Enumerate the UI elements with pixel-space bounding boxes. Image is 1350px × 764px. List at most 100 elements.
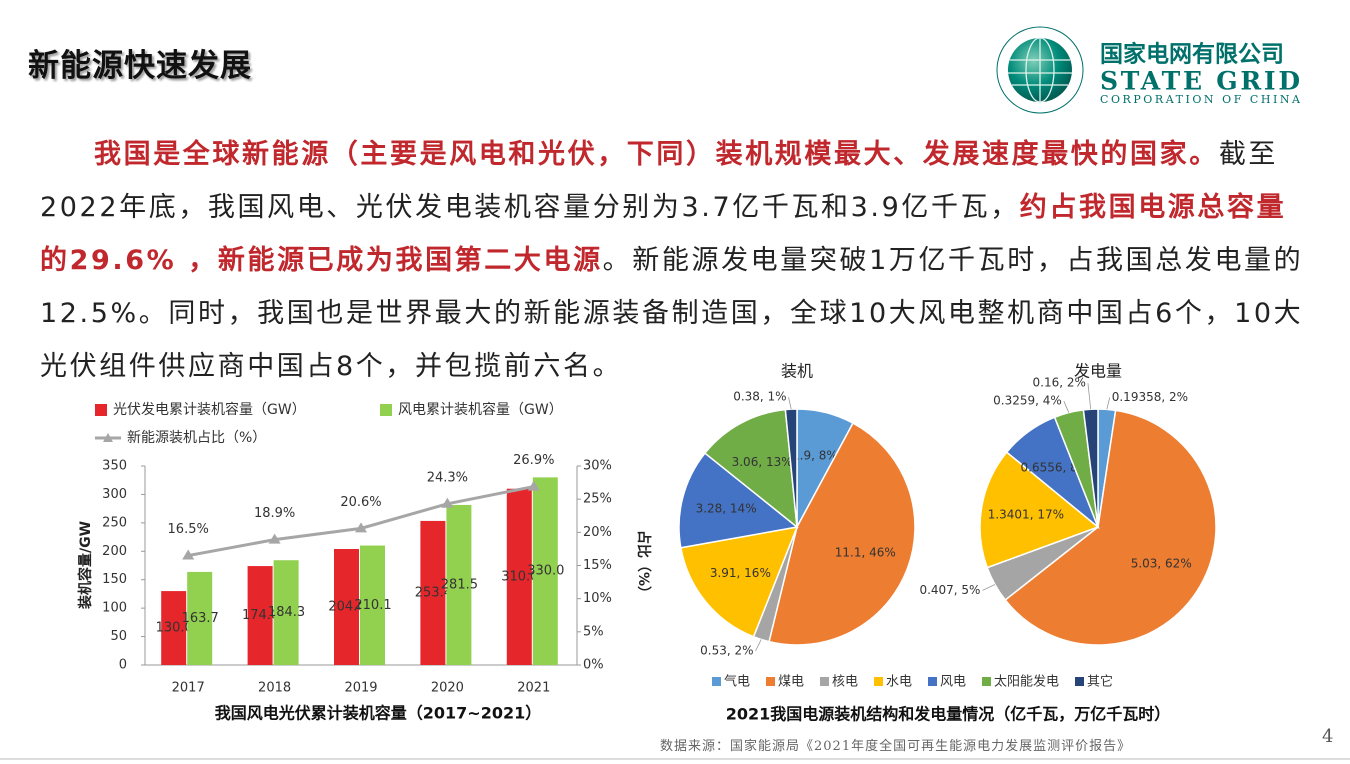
legend-swatch: [874, 677, 883, 686]
data-label: 3.91, 16%: [710, 566, 771, 580]
bar: [446, 504, 472, 665]
data-label: 11.1, 46%: [835, 546, 896, 560]
y2-tick-label: 30%: [583, 459, 612, 474]
leader-line: [1087, 383, 1092, 410]
chart-title: 2021我国电源装机结构和发电量情况（亿千瓦，万亿千瓦时）: [726, 705, 1171, 724]
legend-label: 核电: [832, 675, 858, 690]
legend-swatch: [95, 404, 107, 416]
y2-tick-label: 5%: [583, 624, 604, 639]
leader-line: [1063, 400, 1070, 413]
y-tick-label: 300: [102, 487, 127, 502]
data-label: 281.5: [441, 577, 478, 592]
legend-label: 风电累计装机容量（GW）: [398, 401, 563, 418]
legend-label: 煤电: [778, 675, 804, 690]
page-number: 4: [1322, 726, 1334, 747]
legend-swatch: [380, 404, 392, 416]
legend-swatch: [103, 433, 113, 442]
data-label: 16.5%: [168, 522, 209, 537]
data-label: 330.0: [527, 564, 564, 579]
data-label: 310.0: [501, 569, 538, 584]
leader-line: [1106, 397, 1111, 410]
legend-label: 光伏发电累计装机容量（GW）: [113, 401, 306, 418]
data-label: 163.7: [182, 611, 219, 626]
data-label: 0.53, 2%: [700, 643, 753, 657]
y-tick-label: 200: [102, 544, 127, 559]
data-label: 204.0: [328, 600, 365, 615]
y-tick-label: 250: [102, 515, 127, 530]
data-label: 130.0: [156, 621, 193, 636]
y2-tick-label: 0%: [583, 658, 604, 673]
legend-label: 气电: [724, 674, 750, 690]
line-marker: [268, 533, 281, 544]
leader-line: [982, 584, 996, 591]
bar: [247, 566, 273, 665]
logo: 国家电网有限公司 STATE GRID CORPORATION OF CHINA: [996, 26, 1301, 114]
logo-grid: [1008, 37, 1072, 103]
legend-swatch: [820, 677, 829, 686]
x-tick-label: 2020: [431, 681, 464, 696]
y-tick-label: 150: [102, 572, 127, 587]
y2-tick-label: 15%: [583, 558, 612, 573]
data-label: 24.3%: [427, 470, 468, 485]
body-text: 截至2022年底，我国风电、光伏发电装机容量分别为3.7亿千瓦和3.9亿千瓦，: [40, 139, 1279, 223]
data-label: 5.03, 62%: [1131, 556, 1192, 570]
legend-label: 风电: [940, 675, 966, 690]
legend-swatch: [1075, 677, 1084, 686]
logo-ring: [996, 26, 1084, 114]
bar: [273, 560, 299, 665]
data-label: 184.3: [268, 605, 305, 620]
y2-tick-label: 25%: [583, 492, 612, 507]
y2-tick-label: 20%: [583, 525, 612, 540]
pie-slice: [703, 408, 798, 529]
line-marker: [527, 480, 540, 491]
body-text: 。新能源发电量突破1万亿千瓦时，占我国总发电量的12.5%。同时，我国也是世界最…: [40, 245, 1304, 382]
slide-title: 新能源快速发展: [28, 48, 252, 84]
pie-slice: [1004, 409, 1217, 646]
data-label: 253.4: [415, 585, 452, 600]
legend-swatch: [928, 677, 937, 686]
y-tick-label: 0: [119, 658, 127, 673]
y-axis-label: 装机容量/GW: [77, 521, 94, 610]
data-label: 20.6%: [340, 495, 381, 510]
data-label: 26.9%: [513, 453, 554, 468]
leader-line: [788, 397, 792, 410]
legend-swatch: [712, 677, 721, 686]
data-label: 0.16, 2%: [1033, 376, 1086, 390]
bar: [420, 520, 446, 665]
legend-swatch: [982, 677, 991, 686]
y2-axis-label: 占比（%）: [635, 530, 652, 600]
legend-label: 其它: [1087, 674, 1113, 690]
y-tick-label: 50: [110, 629, 127, 644]
legend-label: 太阳能发电: [994, 674, 1059, 690]
y-tick-label: 100: [102, 601, 127, 616]
data-label: 0.6556, 8%: [1021, 460, 1090, 474]
x-tick-label: 2021: [517, 681, 550, 696]
bar: [334, 549, 359, 665]
bar: [161, 591, 187, 665]
pie-slice: [679, 526, 799, 638]
data-label: 3.06, 13%: [732, 455, 793, 469]
x-tick-label: 2018: [258, 681, 291, 696]
pie-slice: [979, 451, 1100, 569]
legend-swatch: [766, 677, 775, 686]
bar: [532, 477, 558, 665]
bar: [360, 545, 385, 665]
data-label: 0.407, 5%: [919, 583, 980, 597]
emphasis-text: 我国是全球新能源（主要是风电和光伏，下同）装机规模最大、发展速度最快的国家。: [94, 139, 1219, 170]
body-paragraph: 我国是全球新能源（主要是风电和光伏，下同）装机规模最大、发展速度最快的国家。截至…: [40, 128, 1315, 393]
data-label: 18.9%: [254, 506, 295, 521]
legend-label: 水电: [886, 675, 912, 690]
bar: [506, 488, 532, 665]
y-tick-label: 350: [102, 459, 127, 474]
data-label: 0.38, 1%: [733, 390, 786, 404]
pie-slice: [768, 422, 916, 646]
data-label: 1.3401, 17%: [988, 507, 1064, 521]
line-marker: [355, 522, 367, 533]
pie-slice: [678, 452, 799, 549]
data-label: 0.3259, 4%: [993, 394, 1062, 408]
x-tick-label: 2017: [172, 681, 205, 696]
logo-subtitle: CORPORATION OF CHINA: [1100, 93, 1301, 106]
data-label: 0.19358, 2%: [1112, 390, 1188, 404]
line-marker: [441, 497, 454, 508]
